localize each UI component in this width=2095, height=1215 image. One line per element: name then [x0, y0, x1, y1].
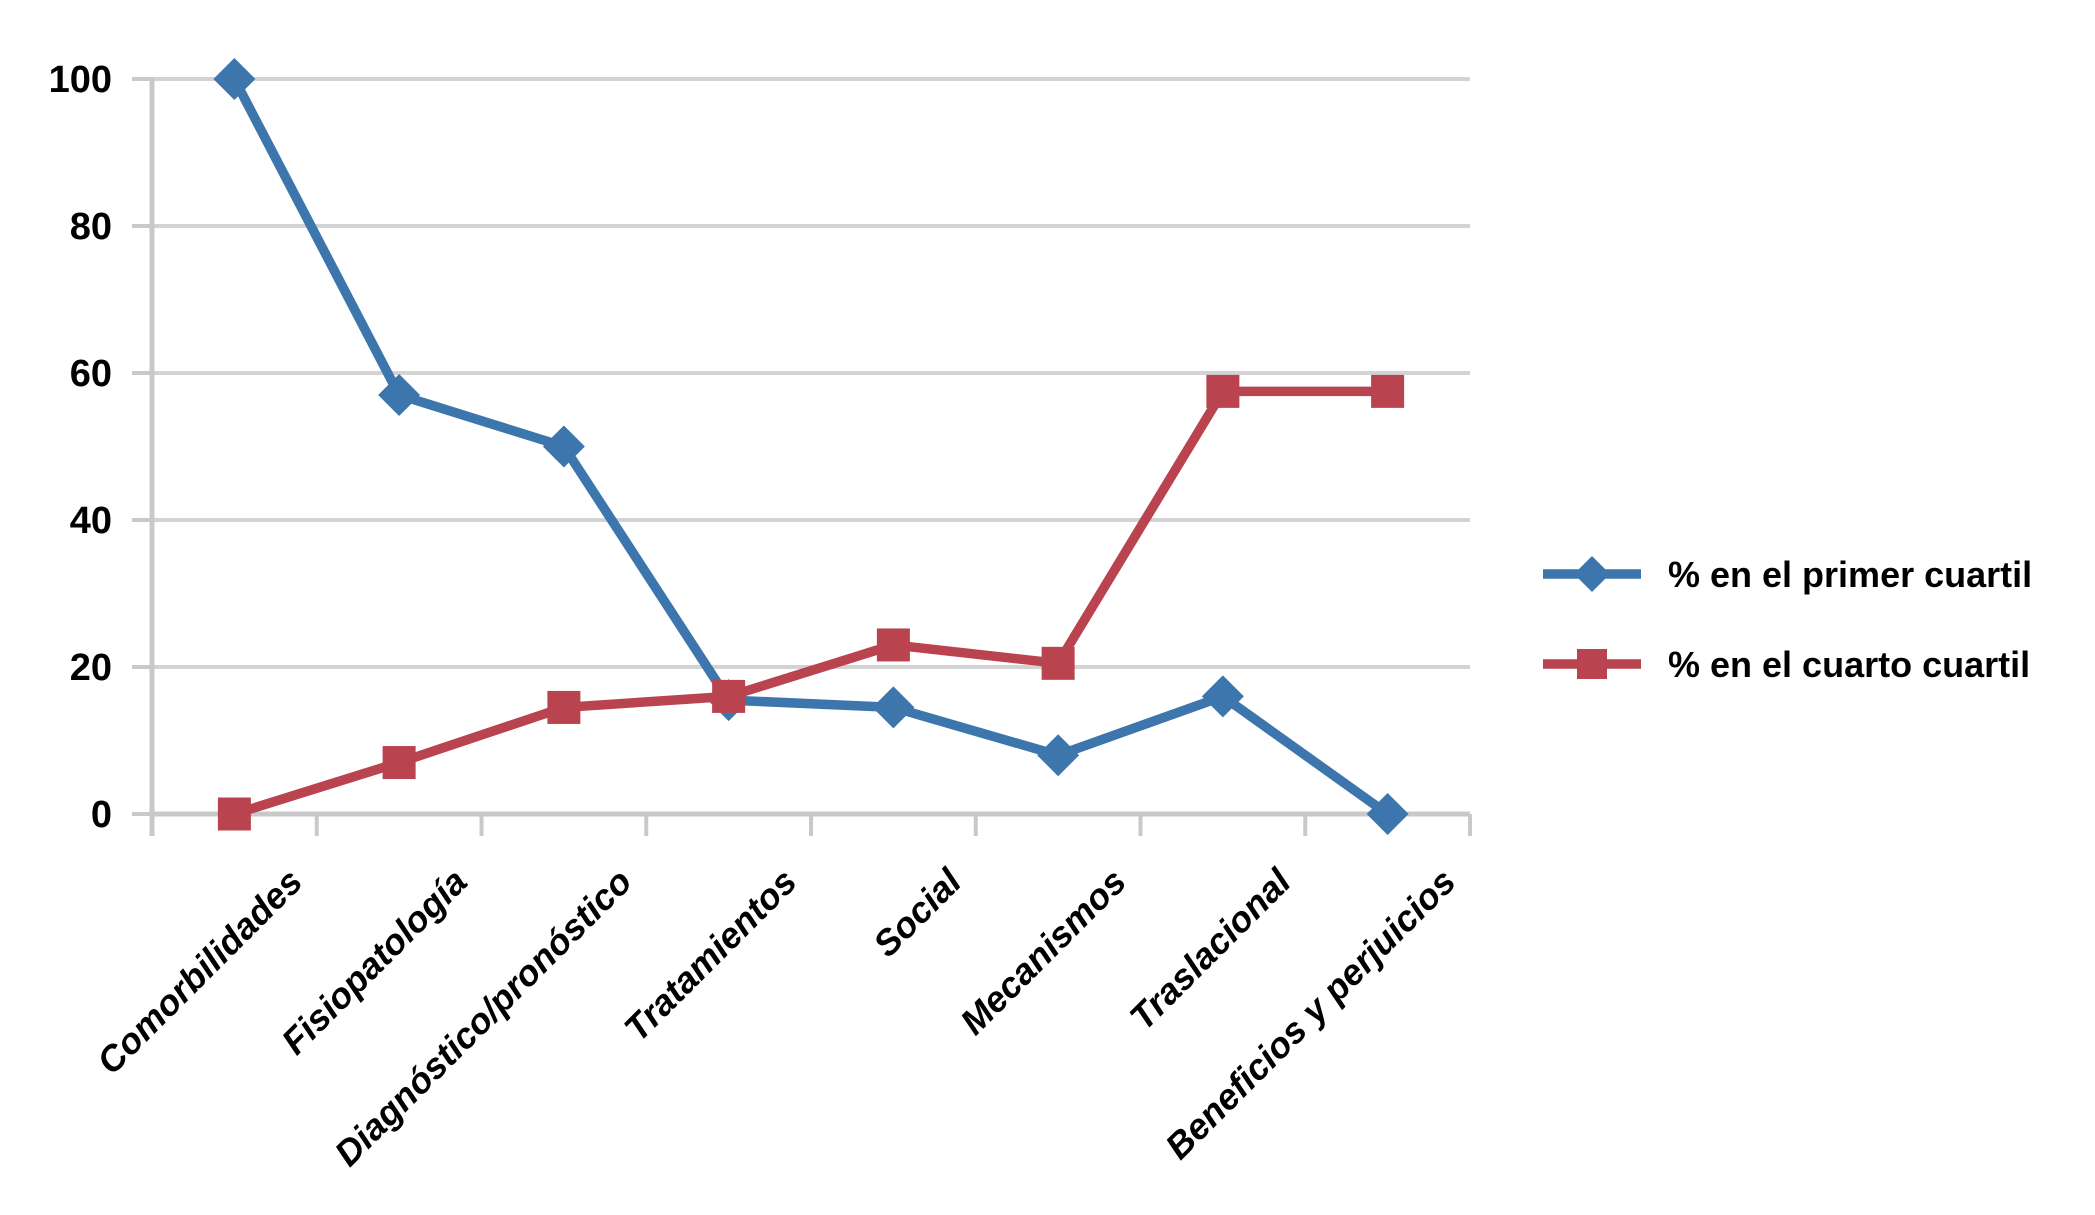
data-point-en-el-primer-cuartil-traslacional	[1201, 675, 1244, 718]
y-axis-label-60: 60	[70, 353, 112, 395]
legend-square-icon	[1577, 649, 1607, 679]
y-axis-label-100: 100	[49, 59, 112, 101]
data-point-en-el-primer-cuartil-fisiopatolog-a	[378, 374, 421, 417]
data-point-en-el-cuarto-cuartil-comorbilidades	[217, 797, 251, 831]
data-point-en-el-primer-cuartil-diagn-stico-pron-stico	[542, 425, 585, 468]
category-label-comorbilidades: Comorbilidades	[89, 861, 310, 1082]
category-label-mecanismos: Mecanismos	[952, 861, 1134, 1043]
category-label-diagn-stico-pron-stico: Diagnóstico/pronóstico	[326, 861, 639, 1174]
y-axis-label-40: 40	[70, 500, 112, 542]
data-point-en-el-cuarto-cuartil-tratamientos	[712, 679, 746, 713]
category-label-beneficios-y-perjuicios: Beneficios y perjuicios	[1157, 861, 1463, 1167]
series-line-en-el-cuarto-cuartil	[232, 386, 1388, 819]
category-label-social: Social	[865, 860, 970, 965]
series-en-el-cuarto-cuartil	[217, 374, 1405, 831]
legend-label-en-el-primer-cuartil: % en el primer cuartil	[1668, 554, 2032, 595]
data-point-en-el-primer-cuartil-social	[872, 686, 915, 729]
category-labels: ComorbilidadesFisiopatologíaDiagnóstico/…	[89, 860, 1464, 1174]
y-axis-labels: 0 20 40 60 80 100	[49, 59, 112, 836]
category-label-traslacional: Traslacional	[1121, 860, 1299, 1038]
axes	[132, 77, 1472, 836]
series-line-en-el-primer-cuartil	[230, 76, 1391, 818]
series	[213, 58, 1409, 835]
data-point-en-el-cuarto-cuartil-diagn-stico-pron-stico	[547, 690, 581, 724]
y-axis-label-0: 0	[91, 794, 112, 836]
data-point-en-el-cuarto-cuartil-fisiopatolog-a	[382, 746, 416, 780]
data-point-en-el-primer-cuartil-comorbilidades	[213, 58, 256, 100]
category-label-tratamientos: Tratamientos	[616, 861, 804, 1049]
data-point-en-el-primer-cuartil-beneficios-y-perjuicios	[1366, 793, 1409, 835]
y-axis-label-20: 20	[70, 647, 112, 689]
legend-diamond-icon	[1574, 556, 1610, 592]
data-point-en-el-primer-cuartil-mecanismos	[1037, 734, 1080, 777]
legend-item-en-el-cuarto-cuartil: % en el cuarto cuartil	[1543, 644, 2030, 685]
y-axis-label-80: 80	[70, 206, 112, 248]
data-point-en-el-cuarto-cuartil-beneficios-y-perjuicios	[1371, 374, 1405, 408]
series-en-el-primer-cuartil	[213, 58, 1409, 835]
data-point-en-el-cuarto-cuartil-mecanismos	[1041, 646, 1075, 680]
legend: % en el primer cuartil % en el cuarto cua…	[1543, 554, 2032, 685]
data-point-en-el-cuarto-cuartil-traslacional	[1206, 374, 1240, 408]
legend-label-en-el-cuarto-cuartil: % en el cuarto cuartil	[1668, 644, 2030, 685]
legend-item-en-el-primer-cuartil: % en el primer cuartil	[1543, 554, 2032, 595]
gridlines	[152, 77, 1470, 817]
data-point-en-el-cuarto-cuartil-social	[876, 628, 910, 662]
